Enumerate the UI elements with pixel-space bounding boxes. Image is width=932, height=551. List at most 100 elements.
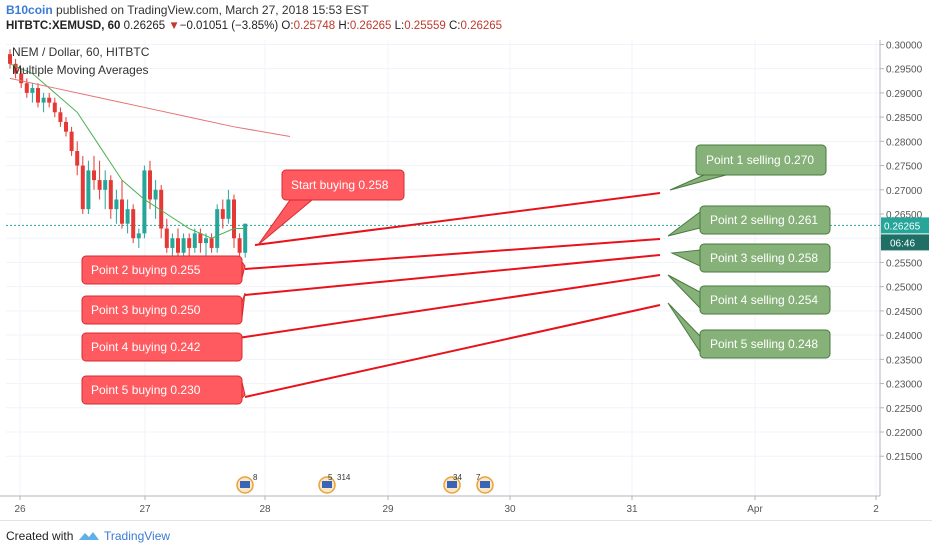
candle-body bbox=[86, 170, 91, 210]
change-arrow-icon: ▼ bbox=[168, 20, 180, 32]
y-tick-label: 0.30000 bbox=[886, 40, 923, 51]
candle-body bbox=[148, 170, 152, 200]
candle-body bbox=[164, 228, 169, 248]
high-label: H: bbox=[338, 20, 350, 32]
candle-body bbox=[92, 170, 96, 181]
indicator-label: Multiple Moving Averages bbox=[12, 63, 149, 77]
publish-info: B10coin published on TradingView.com, Ma… bbox=[6, 3, 369, 17]
candle-body bbox=[114, 199, 119, 210]
tradingview-link[interactable]: TradingView bbox=[104, 529, 171, 543]
y-tick-label: 0.24500 bbox=[886, 307, 923, 318]
ma-slow-line bbox=[9, 77, 291, 137]
candle-body bbox=[176, 238, 180, 253]
sell-callout-box[interactable] bbox=[695, 144, 827, 176]
trade-line bbox=[254, 192, 661, 246]
candle-body bbox=[187, 238, 192, 248]
event-count-label: 314 bbox=[337, 473, 351, 482]
buy-callout-label: Point 3 buying 0.250 bbox=[91, 303, 201, 317]
trade-line bbox=[244, 254, 661, 296]
close-label: C: bbox=[449, 20, 461, 32]
sell-callout-label: Point 5 selling 0.248 bbox=[710, 337, 818, 351]
candle-body bbox=[120, 199, 124, 224]
candle-body bbox=[36, 88, 40, 103]
current-price-tag-label: 0.26265 bbox=[884, 221, 921, 232]
candle-body bbox=[41, 97, 46, 103]
event-count-label: 5 bbox=[328, 473, 333, 482]
author-link[interactable]: B10coin bbox=[6, 3, 53, 17]
y-tick-label: 0.28000 bbox=[886, 137, 923, 148]
candle-body bbox=[243, 223, 248, 253]
candle-body bbox=[8, 54, 12, 64]
sell-callout-box[interactable] bbox=[699, 205, 831, 235]
y-tick-label: 0.25000 bbox=[886, 283, 923, 294]
sell-callout-box[interactable] bbox=[699, 329, 831, 359]
candle-body bbox=[24, 83, 29, 93]
countdown-tag-label: 06:46 bbox=[890, 238, 915, 249]
candle-body bbox=[69, 131, 74, 152]
x-tick-label: 2 bbox=[873, 504, 879, 515]
y-tick-label: 0.22000 bbox=[886, 428, 923, 439]
buy-callout-label: Point 2 buying 0.255 bbox=[91, 263, 201, 277]
buy-callout-box[interactable] bbox=[81, 332, 243, 362]
sell-callout-box[interactable] bbox=[699, 243, 831, 273]
buy-callout-label: Point 5 buying 0.230 bbox=[91, 383, 201, 397]
candle-body bbox=[13, 63, 18, 74]
price-chart[interactable]: 0.30000 0.29500 0.29000 0.28500 0.28000 0.275… bbox=[0, 40, 932, 520]
candle-body bbox=[97, 180, 102, 190]
high-value: 0.26265 bbox=[349, 20, 392, 32]
tradingview-logo-icon bbox=[79, 532, 99, 540]
y-tick-label: 0.23000 bbox=[886, 380, 923, 391]
buy-callout-box[interactable] bbox=[81, 255, 243, 285]
candle-body bbox=[232, 199, 236, 239]
y-tick-label: 0.28500 bbox=[886, 113, 923, 124]
y-tick-label: 0.27500 bbox=[886, 162, 923, 173]
candle-body bbox=[209, 238, 214, 248]
buy-callout-label: Start buying 0.258 bbox=[291, 178, 389, 192]
low-label: L: bbox=[394, 20, 405, 32]
ohlc-row: HITBTC:XEMUSD, 60 0.26265 ▼−0.01051 (−3.… bbox=[6, 20, 502, 32]
sell-callout-label: Point 4 selling 0.254 bbox=[710, 293, 818, 307]
candle-body bbox=[58, 112, 63, 122]
candle-body bbox=[237, 238, 242, 253]
candle-body bbox=[215, 209, 220, 248]
candle-body bbox=[181, 238, 186, 253]
candle-body bbox=[153, 189, 158, 200]
y-tick-label: 0.22500 bbox=[886, 404, 923, 415]
ma-fast-line bbox=[9, 63, 246, 239]
candle-body bbox=[204, 238, 208, 244]
buy-callout-box[interactable] bbox=[81, 375, 243, 405]
flag-icon bbox=[240, 481, 250, 488]
y-tick-label: 0.21500 bbox=[886, 452, 923, 463]
trade-line bbox=[244, 304, 661, 398]
y-tick-label: 0.29000 bbox=[886, 89, 923, 100]
candle-body bbox=[108, 180, 113, 210]
x-tick-label: 28 bbox=[259, 504, 271, 515]
x-tick-label: Apr bbox=[747, 504, 763, 515]
candle-body bbox=[103, 180, 108, 190]
candle-body bbox=[142, 170, 147, 234]
buy-callout-label: Point 4 buying 0.242 bbox=[91, 340, 201, 354]
countdown-tag bbox=[881, 234, 929, 251]
buy-callout-box[interactable] bbox=[81, 295, 243, 325]
candle-body bbox=[30, 88, 35, 93]
candle-body bbox=[198, 233, 203, 244]
x-tick-label: 31 bbox=[626, 504, 638, 515]
sell-callout-box[interactable] bbox=[699, 285, 831, 315]
change-value: −0.01051 (−3.85%) bbox=[179, 20, 279, 32]
candle-body bbox=[170, 238, 175, 248]
sell-callout-label: Point 3 selling 0.258 bbox=[710, 251, 818, 265]
flag-icon bbox=[480, 481, 490, 488]
trade-line bbox=[237, 274, 661, 339]
buy-callout-box[interactable] bbox=[281, 169, 405, 201]
y-tick-label: 0.23500 bbox=[886, 355, 923, 366]
event-count-label: 7 bbox=[476, 473, 481, 482]
candle-body bbox=[64, 121, 68, 132]
current-price-tag bbox=[881, 217, 929, 234]
candle-body bbox=[52, 102, 57, 113]
candle-body bbox=[220, 209, 225, 219]
y-tick-label: 0.24000 bbox=[886, 331, 923, 342]
candle-body bbox=[159, 189, 164, 229]
candle-body bbox=[19, 73, 24, 84]
chart-area[interactable]: 0.30000 0.29500 0.29000 0.28500 0.28000 0.275… bbox=[0, 40, 932, 520]
last-price: 0.26265 bbox=[123, 20, 166, 32]
